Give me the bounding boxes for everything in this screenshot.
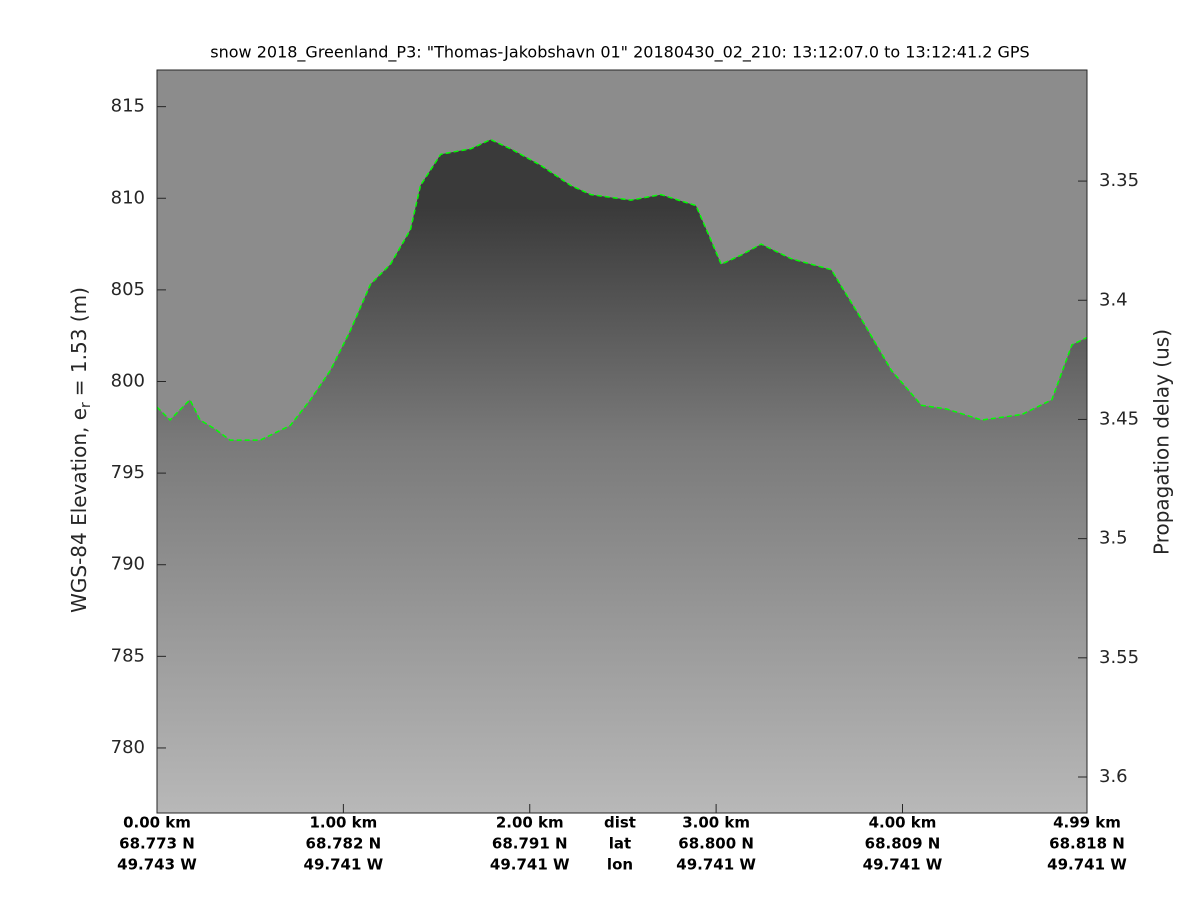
x-tick-lon: 49.743 W [117,856,197,874]
x-tick-lat: 68.773 N [119,835,195,853]
y2-tick-label: 3.55 [1099,647,1139,668]
plot-area [156,138,1088,814]
y-label-rest: = 1.53 (m) [67,287,91,396]
y2-tick-label: 3.45 [1099,408,1139,429]
axes-box [156,69,1088,814]
y-axis-label: WGS-84 Elevation, er = 1.53 (m) [67,287,95,613]
y-tick-label: 815 [111,96,145,117]
x-row-label: lon [607,856,633,874]
x-row-label: lat [609,835,631,853]
x-tick-lon: 49.741 W [304,856,384,874]
x-tick-lat: 68.791 N [492,835,568,853]
y-tick-label: 805 [111,279,145,300]
y-tick-label: 785 [111,645,145,666]
x-tick-lat: 68.809 N [865,835,941,853]
x-tick-lon: 49.741 W [1047,856,1127,874]
chart-title: snow 2018_Greenland_P3: "Thomas-Jakobsha… [210,43,1029,63]
y-tick-label: 795 [111,462,145,483]
y2-tick-label: 3.35 [1099,170,1139,191]
y2-tick-label: 3.5 [1099,528,1128,549]
y-tick-label: 790 [111,554,145,575]
y-label-subscript: r [78,402,94,408]
x-tick-dist: 3.00 km [682,814,750,832]
x-tick-lat: 68.782 N [306,835,382,853]
x-tick-lon: 49.741 W [863,856,943,874]
x-tick-dist: 4.99 km [1053,814,1121,832]
surface-line [156,138,1088,441]
x-tick-lat: 68.800 N [678,835,754,853]
x-row-label: dist [604,814,636,832]
x-tick-dist: 2.00 km [496,814,564,832]
x-tick-dist: 4.00 km [869,814,937,832]
y2-axis-label: Propagation delay (us) [1150,329,1174,555]
x-tick-lon: 49.741 W [676,856,756,874]
y-tick-label: 810 [111,187,145,208]
x-tick-lon: 49.741 W [490,856,570,874]
y-label-main: WGS-84 Elevation, e [67,408,91,613]
y-tick-label: 800 [111,370,145,391]
x-tick-dist: 0.00 km [123,814,191,832]
x-tick-dist: 1.00 km [309,814,377,832]
x-tick-lat: 68.818 N [1049,835,1125,853]
y2-tick-label: 3.4 [1099,289,1128,310]
y2-tick-label: 3.6 [1099,766,1128,787]
y-tick-label: 780 [111,737,145,758]
